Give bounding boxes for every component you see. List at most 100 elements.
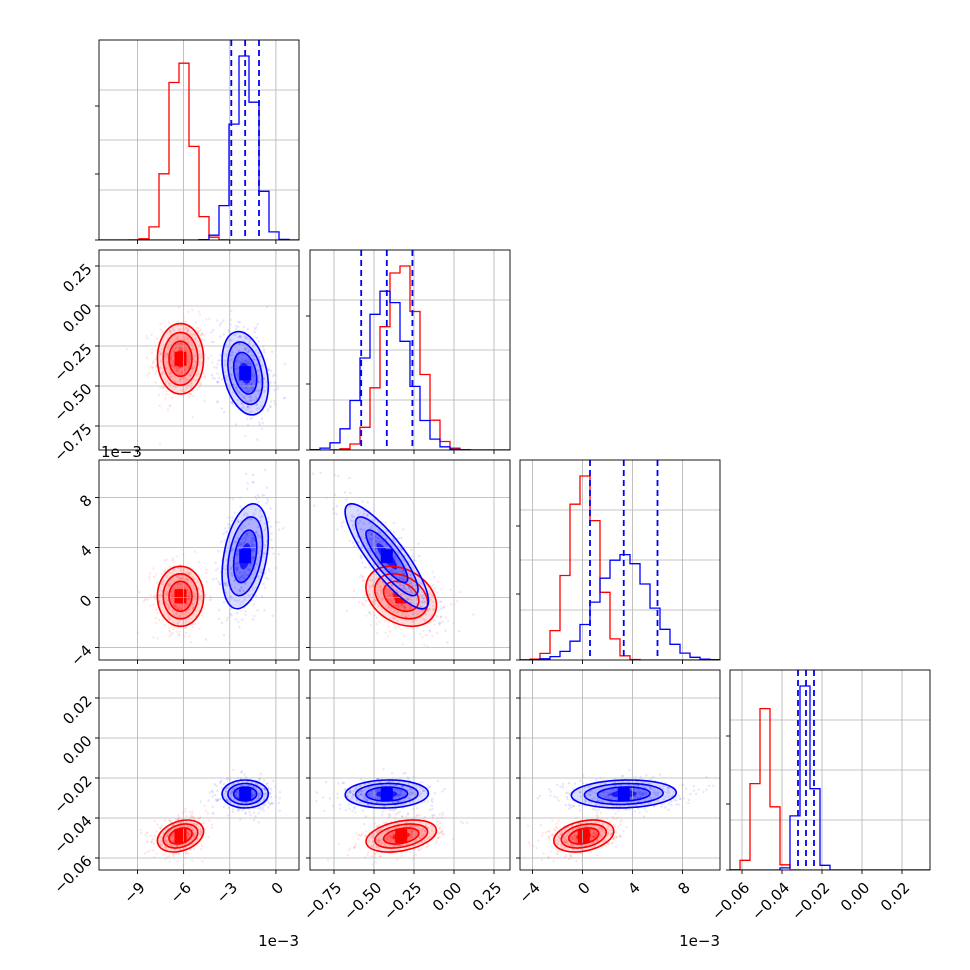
scatter-point — [277, 801, 280, 805]
scatter-point — [256, 559, 259, 562]
scatter-point — [244, 359, 247, 362]
scatter-point — [177, 367, 180, 370]
scatter-point — [158, 618, 161, 622]
scatter-point — [419, 582, 423, 585]
scatter-point — [150, 351, 154, 354]
scatter-point — [224, 790, 228, 794]
scatter-point — [277, 528, 281, 531]
scatter-point — [406, 829, 409, 832]
scatter-point — [403, 605, 407, 609]
scatter-point — [263, 586, 266, 589]
scatter-point — [250, 537, 253, 540]
scatter-point — [367, 839, 371, 843]
scatter-point — [420, 786, 423, 789]
scatter-point — [163, 356, 166, 359]
scatter-point — [565, 835, 569, 838]
scatter-point — [393, 834, 396, 837]
scatter-point — [399, 789, 402, 792]
scatter-point — [404, 588, 407, 591]
scatter-point — [184, 390, 187, 393]
scatter-point — [237, 521, 240, 524]
scatter-point — [377, 790, 380, 794]
scatter-point — [240, 366, 244, 369]
scatter-point — [202, 372, 205, 375]
scatter-point — [244, 792, 247, 795]
scatter-cloud — [136, 550, 225, 644]
scatter-point — [599, 811, 602, 815]
scatter-point — [259, 806, 262, 809]
scatter-point — [236, 374, 240, 377]
scatter-point — [418, 594, 421, 597]
scatter-point — [577, 833, 581, 836]
scatter-point — [377, 839, 380, 842]
scatter-point — [200, 333, 203, 336]
scatter-point — [430, 828, 434, 832]
scatter-point — [163, 819, 167, 822]
scatter-point — [216, 381, 219, 384]
scatter-point — [337, 475, 340, 478]
scatter-point — [440, 600, 443, 603]
scatter-point — [596, 854, 599, 857]
scatter-point — [223, 362, 226, 365]
scatter-point — [436, 779, 440, 783]
scatter-point — [592, 836, 596, 839]
scatter-point — [220, 622, 224, 625]
scatter-point — [155, 581, 158, 584]
scatter-point — [389, 839, 392, 843]
scatter-point — [426, 800, 430, 803]
scatter-point — [164, 839, 167, 843]
scatter-point — [236, 796, 240, 799]
scatter-point — [247, 793, 250, 796]
scatter-point — [197, 609, 201, 612]
scatter-point — [586, 837, 589, 840]
scatter-point — [179, 346, 182, 350]
scatter-point — [169, 359, 173, 362]
scatter-point — [220, 779, 223, 782]
scatter-point — [379, 855, 382, 858]
scatter-point — [433, 813, 436, 817]
scatter-point — [241, 526, 244, 529]
scatter-point — [224, 359, 228, 362]
scatter-point — [379, 792, 382, 795]
scatter-point — [236, 553, 239, 556]
scatter-point — [556, 853, 559, 856]
scatter-point — [165, 367, 168, 370]
scatter-point — [391, 801, 395, 804]
scatter-point — [168, 340, 171, 343]
scatter-point — [163, 623, 166, 627]
scatter-point — [575, 834, 578, 837]
scatter-point — [441, 620, 445, 623]
scatter-point — [409, 590, 412, 593]
scatter-point — [315, 799, 318, 803]
scatter-point — [391, 584, 394, 588]
scatter-point — [397, 605, 400, 609]
scatter-point — [421, 601, 424, 604]
scatter-point — [239, 789, 242, 792]
scatter-point — [203, 376, 206, 379]
scatter-point — [230, 373, 233, 376]
scatter-point — [259, 355, 262, 358]
scatter-point — [399, 829, 403, 832]
scatter-point — [175, 612, 178, 615]
scatter-point — [203, 804, 206, 808]
scatter-point — [394, 595, 397, 598]
scatter-point — [376, 593, 380, 596]
scatter-point — [177, 830, 180, 834]
scatter-point — [164, 354, 167, 358]
scatter-point — [262, 348, 266, 352]
scatter-point — [239, 505, 242, 508]
scatter-point — [409, 601, 412, 604]
scatter-point — [230, 309, 233, 313]
scatter-point — [262, 494, 266, 497]
scatter-point — [241, 795, 244, 799]
scatter-point — [425, 633, 428, 637]
scatter-point — [257, 374, 261, 377]
scatter-point — [178, 328, 181, 332]
scatter-point — [243, 567, 246, 571]
scatter-point — [269, 507, 272, 510]
scatter-point — [245, 360, 248, 363]
scatter-point — [388, 617, 392, 620]
scatter-point — [231, 351, 234, 354]
scatter-point — [236, 790, 240, 793]
scatter-point — [180, 356, 184, 360]
